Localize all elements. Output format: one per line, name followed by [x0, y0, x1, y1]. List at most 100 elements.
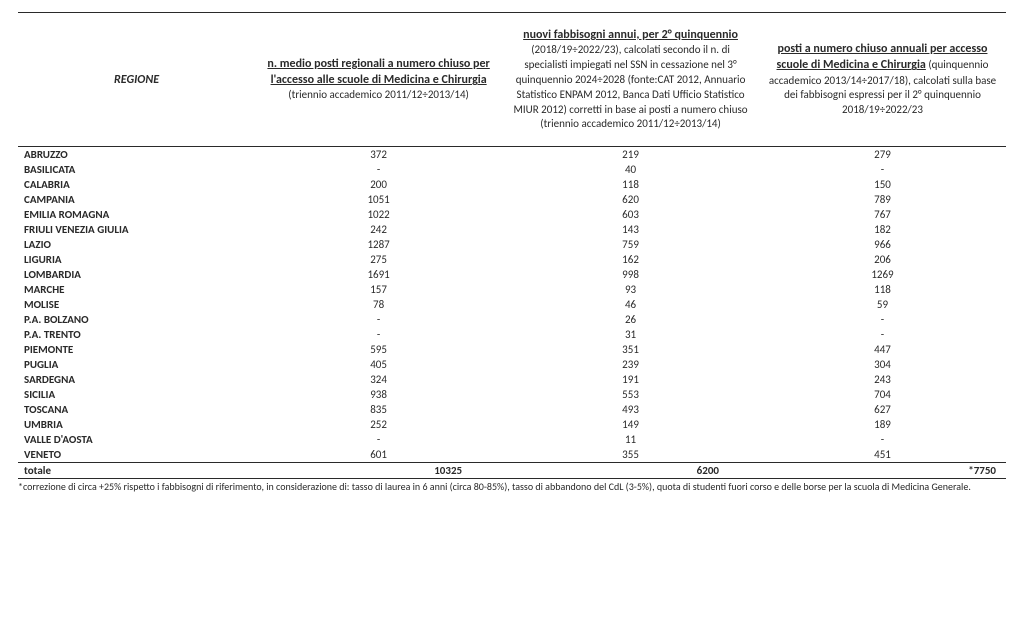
cell-col3: 627 — [759, 402, 1006, 417]
cell-col3: 243 — [759, 372, 1006, 387]
cell-col3: 304 — [759, 357, 1006, 372]
cell-col1: 1287 — [255, 237, 502, 252]
cell-col2: 143 — [502, 222, 759, 237]
cell-col2: 239 — [502, 357, 759, 372]
header-col2-title: nuovi fabbisogni annui, per 2° quinquenn… — [523, 28, 738, 42]
cell-col2: 493 — [502, 402, 759, 417]
table-row: UMBRIA252149189 — [18, 417, 1006, 432]
table-row: MARCHE15793118 — [18, 282, 1006, 297]
cell-col1: 1051 — [255, 192, 502, 207]
cell-col1: 242 — [255, 222, 502, 237]
cell-col3: 279 — [759, 147, 1006, 163]
region-name: BASILICATA — [18, 162, 255, 177]
cell-col2: 40 — [502, 162, 759, 177]
cell-col2: 93 — [502, 282, 759, 297]
cell-col3: 150 — [759, 177, 1006, 192]
region-name: TOSCANA — [18, 402, 255, 417]
table-row: FRIULI VENEZIA GIULIA242143182 — [18, 222, 1006, 237]
region-name: SICILIA — [18, 387, 255, 402]
cell-col1: 200 — [255, 177, 502, 192]
table-row: P.A. BOLZANO-26- — [18, 312, 1006, 327]
cell-col1: - — [255, 162, 502, 177]
table-row: CALABRIA200118150 — [18, 177, 1006, 192]
cell-col2: 620 — [502, 192, 759, 207]
totale-row: totale103256200*7750 — [18, 463, 1006, 479]
table-header-row: REGIONE n. medio posti regionali a numer… — [18, 13, 1006, 147]
region-name: LAZIO — [18, 237, 255, 252]
header-col1-sub: (triennio accademico 2011/12÷2013/14) — [288, 88, 469, 101]
cell-col2: 603 — [502, 207, 759, 222]
cell-col2: 26 — [502, 312, 759, 327]
cell-col1: 275 — [255, 252, 502, 267]
cell-col1: 595 — [255, 342, 502, 357]
cell-col3: 789 — [759, 192, 1006, 207]
cell-col3: 182 — [759, 222, 1006, 237]
region-name: MOLISE — [18, 297, 255, 312]
cell-col3: 767 — [759, 207, 1006, 222]
region-name: ABRUZZO — [18, 147, 255, 163]
cell-col3: 118 — [759, 282, 1006, 297]
region-name: EMILIA ROMAGNA — [18, 207, 255, 222]
cell-col2: 162 — [502, 252, 759, 267]
region-name: MARCHE — [18, 282, 255, 297]
cell-col1: 78 — [255, 297, 502, 312]
region-name: PIEMONTE — [18, 342, 255, 357]
cell-col1: 405 — [255, 357, 502, 372]
cell-col2: 11 — [502, 432, 759, 447]
header-col2: nuovi fabbisogni annui, per 2° quinquenn… — [502, 13, 759, 147]
table-row: LIGURIA275162206 — [18, 252, 1006, 267]
region-name: VALLE D'AOSTA — [18, 432, 255, 447]
region-name: LOMBARDIA — [18, 267, 255, 282]
cell-col2: 355 — [502, 447, 759, 463]
table-row: VENETO601355451 — [18, 447, 1006, 463]
table-row: MOLISE784659 — [18, 297, 1006, 312]
cell-col1: 372 — [255, 147, 502, 163]
cell-col1: 252 — [255, 417, 502, 432]
table-body: ABRUZZO372219279BASILICATA-40-CALABRIA20… — [18, 147, 1006, 479]
region-name: CALABRIA — [18, 177, 255, 192]
regional-posts-table: REGIONE n. medio posti regionali a numer… — [18, 12, 1006, 479]
table-row: PUGLIA405239304 — [18, 357, 1006, 372]
region-name: FRIULI VENEZIA GIULIA — [18, 222, 255, 237]
cell-col2: 46 — [502, 297, 759, 312]
table-row: LOMBARDIA16919981269 — [18, 267, 1006, 282]
cell-col1: 835 — [255, 402, 502, 417]
table-row: PIEMONTE595351447 — [18, 342, 1006, 357]
region-name: UMBRIA — [18, 417, 255, 432]
region-name: P.A. BOLZANO — [18, 312, 255, 327]
totale-col2: 6200 — [502, 463, 759, 479]
cell-col1: 1691 — [255, 267, 502, 282]
cell-col2: 118 — [502, 177, 759, 192]
cell-col2: 759 — [502, 237, 759, 252]
header-col1: n. medio posti regionali a numero chiuso… — [255, 13, 502, 147]
cell-col3: - — [759, 432, 1006, 447]
cell-col3: 704 — [759, 387, 1006, 402]
table-row: EMILIA ROMAGNA1022603767 — [18, 207, 1006, 222]
cell-col1: - — [255, 432, 502, 447]
cell-col3: 447 — [759, 342, 1006, 357]
totale-col1: 10325 — [255, 463, 502, 479]
table-row: ABRUZZO372219279 — [18, 147, 1006, 163]
header-col3: posti a numero chiuso annuali per access… — [759, 13, 1006, 147]
cell-col1: 601 — [255, 447, 502, 463]
cell-col1: 157 — [255, 282, 502, 297]
cell-col2: 219 — [502, 147, 759, 163]
cell-col3: 451 — [759, 447, 1006, 463]
cell-col3: 966 — [759, 237, 1006, 252]
cell-col2: 149 — [502, 417, 759, 432]
cell-col3: - — [759, 312, 1006, 327]
region-name: CAMPANIA — [18, 192, 255, 207]
cell-col3: - — [759, 327, 1006, 342]
region-name: P.A. TRENTO — [18, 327, 255, 342]
cell-col3: 59 — [759, 297, 1006, 312]
cell-col1: 324 — [255, 372, 502, 387]
table-row: LAZIO1287759966 — [18, 237, 1006, 252]
header-col1-title: n. medio posti regionali a numero chiuso… — [267, 57, 489, 87]
cell-col1: 1022 — [255, 207, 502, 222]
cell-col1: 938 — [255, 387, 502, 402]
cell-col3: 1269 — [759, 267, 1006, 282]
table-row: VALLE D'AOSTA-11- — [18, 432, 1006, 447]
cell-col3: - — [759, 162, 1006, 177]
cell-col2: 191 — [502, 372, 759, 387]
cell-col3: 206 — [759, 252, 1006, 267]
